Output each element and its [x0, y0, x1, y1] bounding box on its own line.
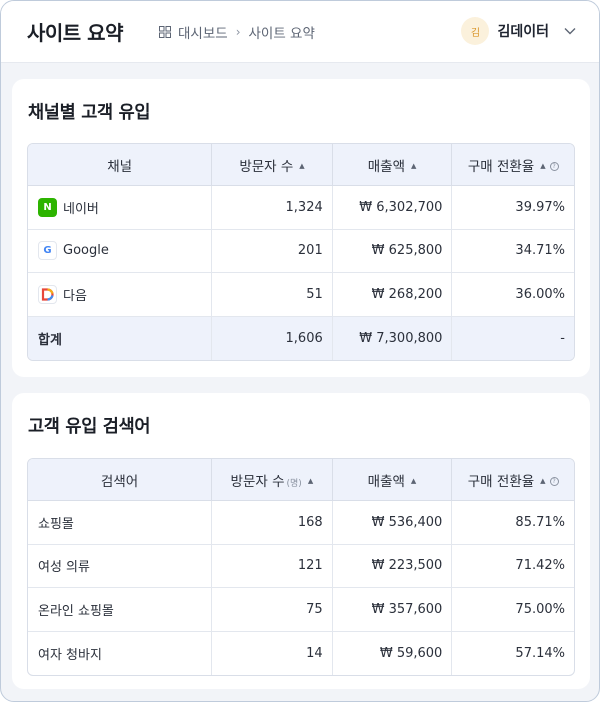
keyword-cell: 여자 청바지 [28, 631, 213, 675]
breadcrumb-dashboard-link[interactable]: 대시보드 [178, 26, 228, 42]
table-row: G Google 201 ₩ 625,800 34.71% [28, 229, 574, 273]
channel-name: 다음 [63, 288, 87, 304]
total-visitors: 1,606 [212, 316, 333, 360]
total-revenue: ₩ 7,300,800 [332, 316, 453, 360]
channel-cell: N 네이버 [28, 186, 213, 230]
channel-inflow-title: 채널별 고객 유입 [28, 103, 151, 123]
sort-icon[interactable]: ▲ [299, 162, 305, 170]
visitors-cell: 75 [212, 588, 333, 632]
breadcrumb-current: 사이트 요약 [248, 26, 315, 42]
help-icon[interactable]: ? [549, 477, 559, 486]
total-row: 합계 1,606 ₩ 7,300,800 - [28, 316, 574, 360]
table-header-row: 검색어 방문자 수 (명) ▲ 매출액 ▲ 구매 전환율 ▲? [28, 459, 574, 501]
column-header-revenue[interactable]: 매출액 ▲ [332, 144, 453, 186]
search-keyword-title: 고객 유입 검색어 [28, 417, 151, 437]
table-row: 여성 의류 121 ₩ 223,500 71.42% [28, 544, 574, 588]
revenue-cell: ₩ 536,400 [332, 501, 453, 545]
user-name: 김데이터 [497, 24, 549, 40]
visitors-cell: 168 [212, 501, 333, 545]
channel-cell: G Google [28, 229, 213, 273]
channel-name: 네이버 [63, 201, 99, 217]
conversion-cell: 71.42% [452, 545, 574, 588]
column-header-conversion[interactable]: 구매 전환율 ▲? [452, 459, 574, 501]
visitors-cell: 121 [212, 544, 333, 588]
conversion-cell: 36.00% [452, 273, 574, 317]
keyword-cell: 온라인 쇼핑몰 [28, 588, 213, 632]
page-title: 사이트 요약 [27, 21, 123, 45]
breadcrumb: 대시보드 › 사이트 요약 [159, 22, 315, 42]
table-row: 온라인 쇼핑몰 75 ₩ 357,600 75.00% [28, 588, 574, 632]
search-keyword-card: 고객 유입 검색어 검색어 방문자 수 (명) ▲ 매출액 ▲ 구매 전환율 ▲? 쇼핑… [12, 393, 590, 689]
chevron-down-icon[interactable] [563, 24, 577, 38]
sort-icon[interactable]: ▲ [540, 477, 546, 485]
revenue-cell: ₩ 6,302,700 [332, 186, 453, 230]
conversion-cell: 85.71% [452, 501, 574, 545]
dashboard-grid-icon [159, 26, 171, 38]
keyword-table: 검색어 방문자 수 (명) ▲ 매출액 ▲ 구매 전환율 ▲? 쇼핑몰 168 ₩ 53… [27, 458, 575, 676]
total-conversion: - [452, 316, 574, 360]
column-header-visitors[interactable]: 방문자 수 (명) ▲ [212, 459, 333, 501]
revenue-cell: ₩ 357,600 [332, 588, 453, 632]
conversion-cell: 34.71% [452, 230, 574, 273]
channel-table: 채널 방문자 수 ▲ 매출액 ▲ 구매 전환율 ▲? N 네이버 1,324 ₩ 6,… [27, 143, 575, 361]
table-row: 쇼핑몰 168 ₩ 536,400 85.71% [28, 501, 574, 545]
revenue-cell: ₩ 59,600 [333, 631, 453, 675]
keyword-cell: 여성 의류 [28, 544, 213, 588]
conversion-cell: 39.97% [452, 186, 574, 230]
column-header-visitors[interactable]: 방문자 수 ▲ [212, 144, 333, 186]
daum-icon [38, 284, 57, 304]
help-icon[interactable]: ? [549, 162, 559, 171]
chevron-right-icon: › [235, 25, 241, 39]
visitor-unit: (명) [286, 478, 302, 489]
visitors-cell: 1,324 [212, 186, 333, 230]
google-icon: G [38, 241, 57, 261]
visitors-cell: 201 [212, 229, 333, 273]
table-row: N 네이버 1,324 ₩ 6,302,700 39.97% [28, 186, 574, 230]
revenue-cell: ₩ 223,500 [332, 544, 453, 588]
revenue-cell: ₩ 625,800 [332, 229, 453, 273]
table-header-row: 채널 방문자 수 ▲ 매출액 ▲ 구매 전환율 ▲? [28, 144, 574, 186]
channel-cell: 다음 [28, 273, 213, 317]
user-menu[interactable]: 김 김데이터 [461, 17, 577, 45]
visitors-cell: 14 [212, 631, 333, 675]
keyword-cell: 쇼핑몰 [28, 501, 213, 545]
sort-icon[interactable]: ▲ [540, 162, 546, 170]
sort-icon[interactable]: ▲ [411, 162, 417, 170]
sort-icon[interactable]: ▲ [410, 477, 417, 485]
conversion-cell: 57.14% [515, 645, 565, 661]
revenue-cell: ₩ 268,200 [332, 273, 453, 317]
column-header-channel: 채널 [28, 144, 213, 186]
column-header-conversion[interactable]: 구매 전환율 ▲? [452, 144, 574, 186]
channel-inflow-card: 채널별 고객 유입 채널 방문자 수 ▲ 매출액 ▲ 구매 전환율 ▲? N 네이버 [12, 79, 590, 377]
column-header-revenue[interactable]: 매출액 ▲ [332, 459, 453, 501]
column-header-keyword: 검색어 [28, 459, 213, 501]
conversion-cell: 75.00% [452, 588, 574, 632]
avatar: 김 [461, 17, 490, 45]
top-bar: 사이트 요약 대시보드 › 사이트 요약 김 김데이터 [1, 1, 599, 63]
table-row: 다음 51 ₩ 268,200 36.00% [28, 273, 574, 317]
visitors-cell: 51 [212, 273, 333, 317]
sort-icon[interactable]: ▲ [307, 477, 314, 485]
table-row: 여자 청바지 14 ₩ 59,600 57.14% [28, 631, 574, 675]
naver-icon: N [38, 197, 57, 217]
total-label: 합계 [28, 316, 213, 360]
channel-name: Google [63, 243, 109, 259]
